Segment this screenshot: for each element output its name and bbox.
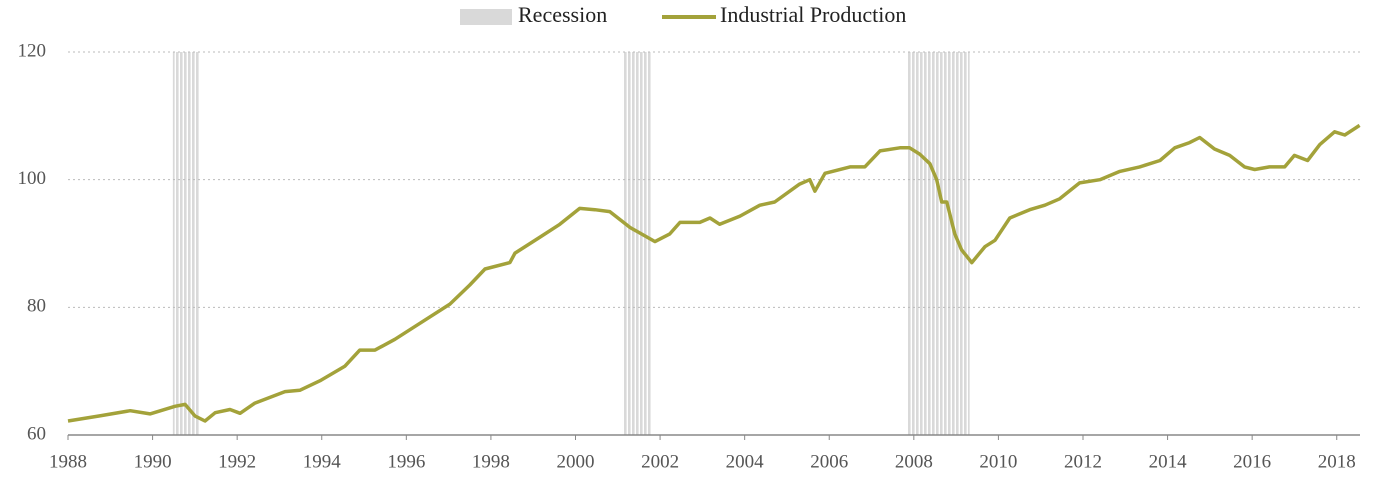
x-tick-label: 2000 (556, 451, 594, 472)
x-tick-label: 2012 (1064, 451, 1102, 472)
x-tick-label: 1990 (134, 451, 172, 472)
y-tick-label: 60 (27, 423, 46, 444)
legend: Recession Industrial Production (460, 2, 906, 27)
x-tick-label: 2014 (1149, 451, 1188, 472)
legend-label: Recession (518, 2, 607, 27)
recession-band (172, 52, 200, 435)
x-tick-label: 2002 (641, 451, 679, 472)
series-line (67, 123, 1361, 423)
legend-swatch (460, 9, 512, 25)
y-tick-label: 100 (18, 168, 47, 189)
x-tick-label: 1994 (303, 451, 342, 472)
x-tick-label: 2018 (1318, 451, 1356, 472)
x-tick-label: 1988 (49, 451, 87, 472)
x-tick-label: 1996 (387, 451, 425, 472)
x-tick-label: 1998 (472, 451, 510, 472)
legend-label: Industrial Production (720, 2, 906, 27)
y-tick-label: 120 (18, 40, 47, 61)
x-tick-label: 2006 (810, 451, 848, 472)
y-tick-label: 80 (27, 296, 46, 317)
recession-band (622, 52, 651, 435)
x-tick-label: 1992 (218, 451, 256, 472)
x-tick-label: 2008 (895, 451, 933, 472)
x-tick-label: 2016 (1233, 451, 1271, 472)
x-tick-label: 2004 (726, 451, 765, 472)
x-tick-label: 2010 (979, 451, 1017, 472)
